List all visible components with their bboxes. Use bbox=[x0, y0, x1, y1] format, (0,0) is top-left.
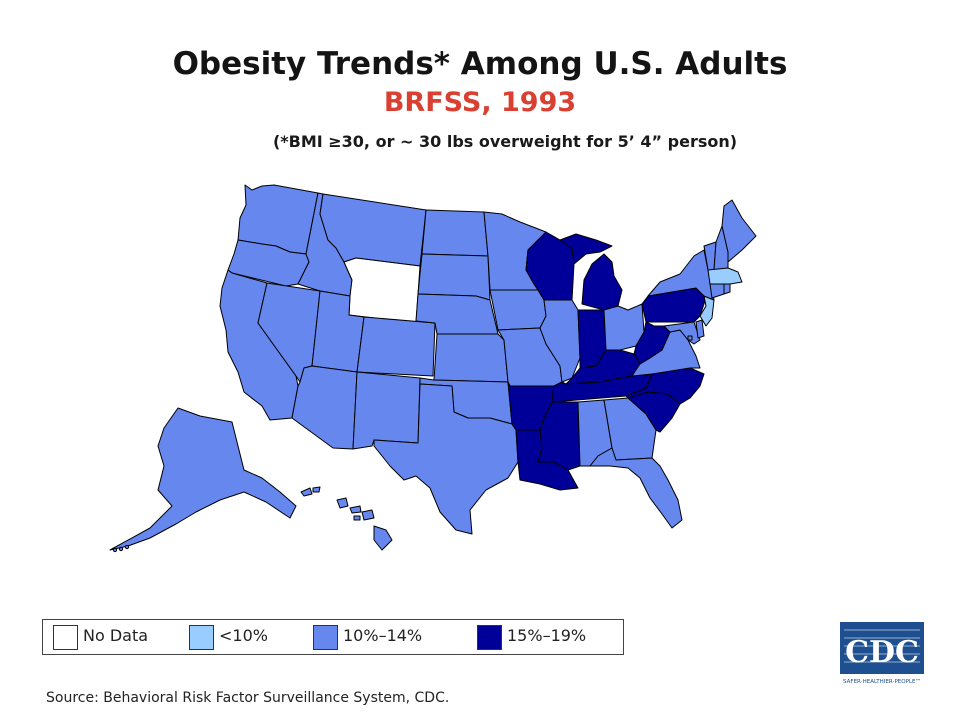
map-subtitle: BRFSS, 1993 bbox=[383, 87, 577, 118]
state-SD bbox=[417, 253, 491, 301]
state-RI bbox=[723, 283, 731, 295]
state-ND bbox=[421, 209, 489, 257]
cdc-logo: CDC SAFER·HEALTHIER·PEOPLE™ bbox=[838, 620, 926, 686]
cdc-logo-tagline: SAFER·HEALTHIER·PEOPLE™ bbox=[843, 678, 921, 685]
legend-swatch-15-19 bbox=[477, 625, 502, 650]
state-MI bbox=[581, 253, 623, 311]
state-TX bbox=[373, 383, 519, 535]
state-AK-island-2 bbox=[118, 546, 124, 552]
legend-label-15-19: 15%–19% bbox=[507, 626, 587, 645]
state-HI-6 bbox=[361, 509, 375, 521]
state-ME bbox=[721, 199, 757, 263]
state-WY bbox=[343, 257, 421, 324]
state-AK-island-1 bbox=[112, 547, 118, 553]
state-HI-2 bbox=[312, 486, 321, 493]
legend-label-lt10: <10% bbox=[219, 626, 268, 645]
state-MA bbox=[707, 267, 743, 285]
state-HI-4 bbox=[349, 505, 362, 514]
state-MI-upper bbox=[559, 233, 613, 265]
map-note: (*BMI ≥30, or ~ 30 lbs overweight for 5’… bbox=[272, 132, 738, 151]
state-FL bbox=[589, 447, 683, 529]
map-title: Obesity Trends* Among U.S. Adults bbox=[172, 46, 788, 82]
legend-swatch-10-14 bbox=[313, 625, 338, 650]
map-legend: No Data <10% 10%–14% 15%–19% bbox=[42, 619, 624, 655]
state-DC bbox=[687, 335, 693, 341]
state-AK-island-3 bbox=[124, 544, 130, 550]
state-AK bbox=[109, 407, 297, 551]
state-CO bbox=[356, 316, 436, 377]
state-AZ bbox=[291, 365, 358, 450]
source-note: Source: Behavioral Risk Factor Surveilla… bbox=[46, 690, 450, 706]
state-IA bbox=[489, 289, 547, 331]
state-CT bbox=[709, 283, 725, 299]
state-HI-5 bbox=[353, 515, 361, 521]
legend-swatch-no-data bbox=[53, 625, 78, 650]
state-HI-7 bbox=[373, 525, 393, 551]
legend-label-10-14: 10%–14% bbox=[343, 626, 423, 645]
state-HI-3 bbox=[336, 497, 349, 509]
cdc-logo-text: CDC bbox=[845, 635, 919, 670]
state-HI-1 bbox=[300, 487, 313, 497]
state-KS bbox=[433, 333, 509, 383]
legend-label-no-data: No Data bbox=[83, 626, 149, 645]
state-NM bbox=[352, 371, 421, 450]
state-NC bbox=[625, 367, 705, 405]
legend-swatch-lt10 bbox=[189, 625, 214, 650]
state-DE bbox=[695, 319, 705, 339]
